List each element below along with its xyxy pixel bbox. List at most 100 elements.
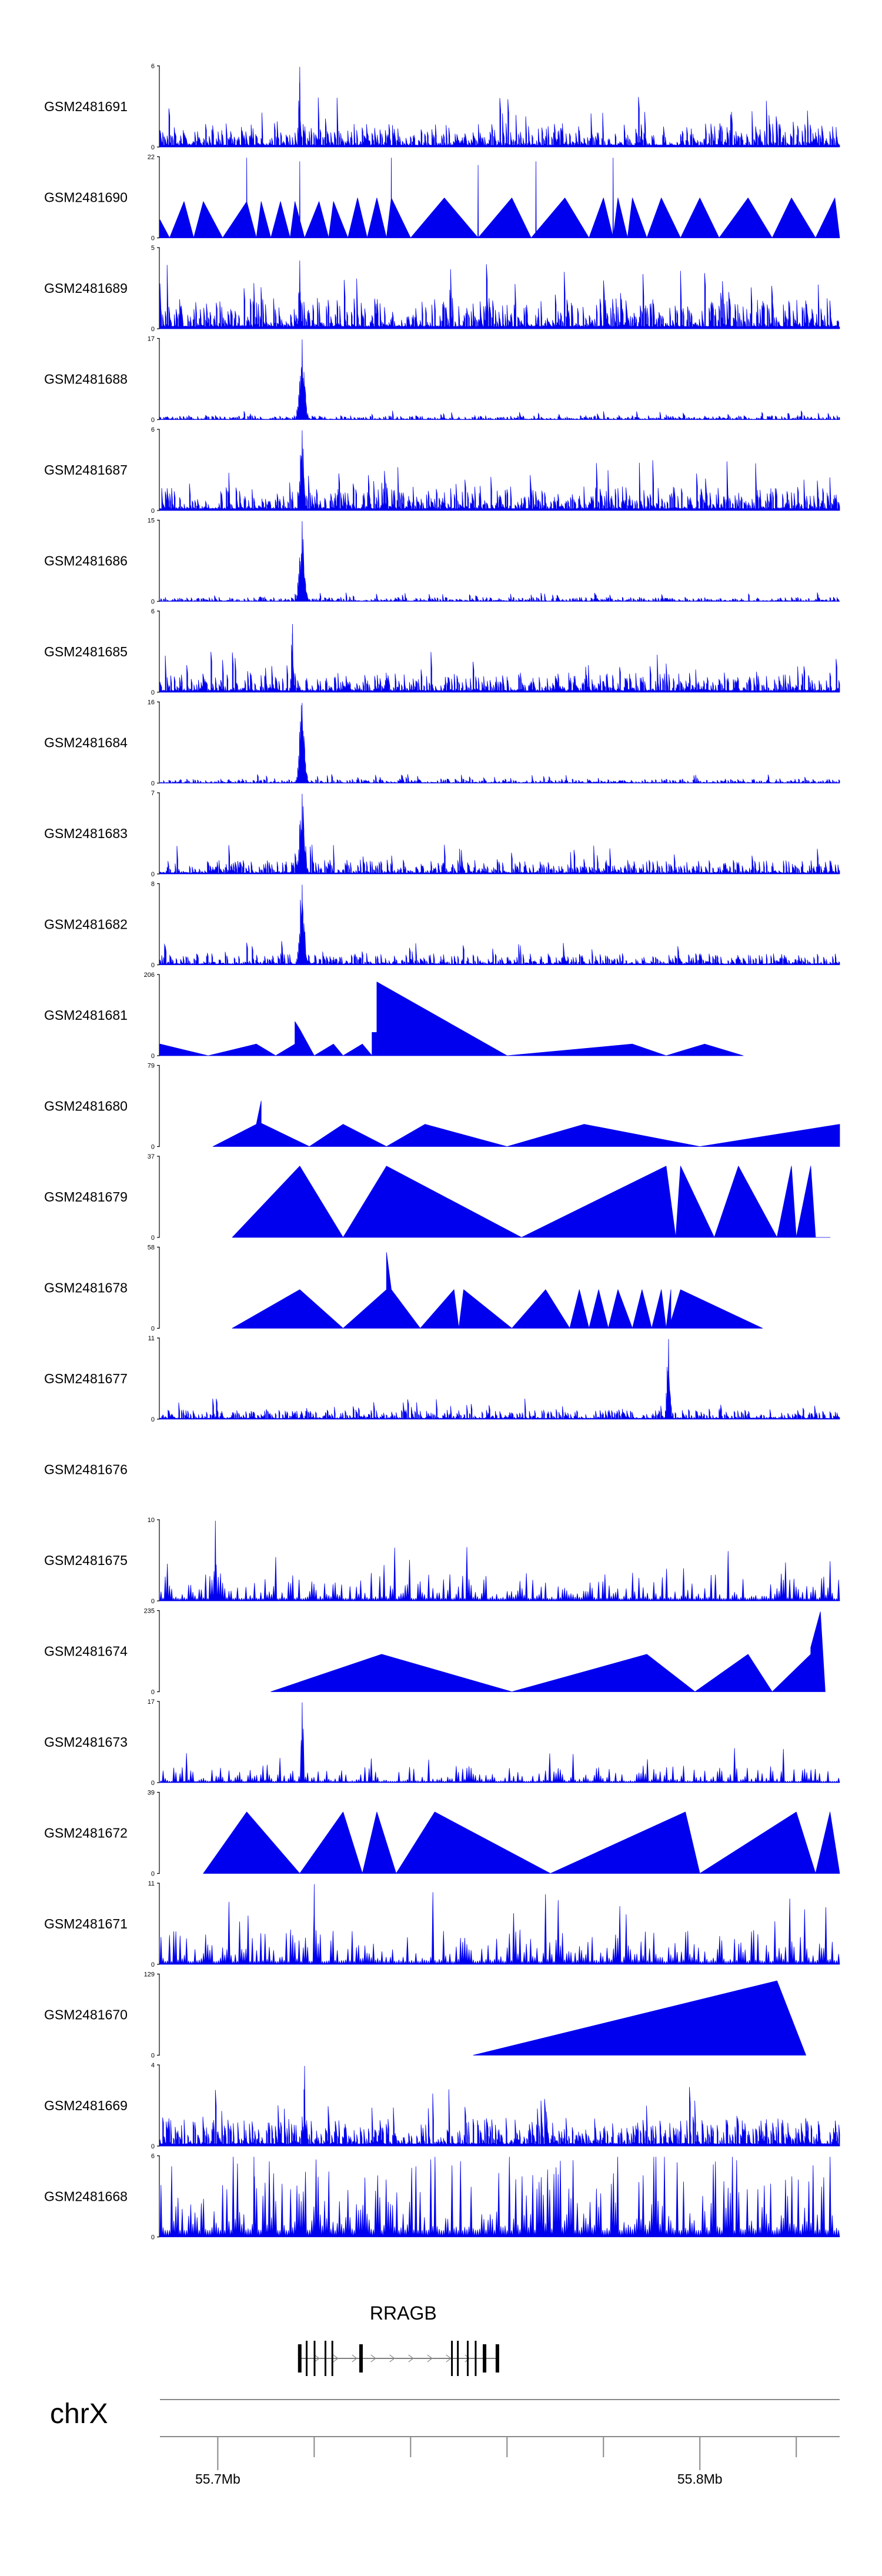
strand-chevron [465, 2354, 470, 2363]
y-max-label: 11 [148, 1880, 155, 1887]
strand-chevron [352, 2354, 358, 2363]
y-zero-label: 0 [151, 417, 155, 424]
y-zero-label: 0 [151, 1416, 155, 1423]
track-GSM2481689: GSM2481689 5 0 [44, 245, 840, 333]
signal-area [159, 66, 840, 148]
y-zero-label: 0 [151, 235, 155, 242]
y-max-label: 6 [151, 63, 155, 70]
track-GSM2481670: GSM2481670 129 0 [44, 1971, 806, 2060]
track-label: GSM2481680 [44, 1099, 128, 1114]
axis-tick-label: 55.7Mb [195, 2471, 240, 2487]
y-max-label: 10 [148, 1517, 155, 1524]
track-label: GSM2481669 [44, 2098, 128, 2113]
track-GSM2481677: GSM2481677 11 0 [44, 1335, 840, 1423]
y-max-label: 79 [148, 1063, 155, 1070]
y-max-label: 22 [148, 154, 155, 161]
gene-name: RRAGB [370, 2303, 437, 2324]
y-max-label: 39 [148, 1790, 155, 1797]
track-GSM2481676: GSM2481676 [44, 1462, 128, 1477]
y-axis [157, 1246, 160, 1329]
y-max-label: 6 [151, 2153, 155, 2160]
y-max-label: 235 [144, 1608, 155, 1615]
signal-area [159, 430, 840, 511]
gene-track: RRAGB [298, 2303, 499, 2376]
track-GSM2481690: GSM2481690 22 0 [44, 154, 840, 242]
strand-chevron [427, 2354, 433, 2363]
y-zero-label: 0 [151, 871, 155, 878]
y-max-label: 6 [151, 426, 155, 433]
track-GSM2481684: GSM2481684 16 0 [44, 699, 840, 788]
track-label: GSM2481689 [44, 281, 128, 296]
y-axis [157, 883, 160, 966]
track-label: GSM2481682 [44, 917, 128, 932]
y-zero-label: 0 [151, 2053, 155, 2060]
track-label: GSM2481672 [44, 1826, 128, 1841]
y-zero-label: 0 [151, 1961, 155, 1968]
signal-area [232, 1166, 830, 1238]
y-zero-label: 0 [151, 599, 155, 606]
track-GSM2481668: GSM2481668 6 0 [44, 2153, 840, 2241]
signal-area [159, 158, 840, 238]
gene-exon [495, 2344, 499, 2373]
track-GSM2481673: GSM2481673 17 0 [44, 1699, 840, 1787]
track-GSM2481672: GSM2481672 39 0 [44, 1790, 840, 1878]
y-zero-label: 0 [151, 1780, 155, 1787]
y-axis [157, 1701, 160, 1783]
y-zero-label: 0 [151, 2234, 155, 2241]
gene-exon [306, 2341, 308, 2376]
y-max-label: 5 [151, 245, 155, 252]
y-zero-label: 0 [151, 1598, 155, 1605]
signal-area [159, 339, 840, 420]
signal-area [159, 793, 840, 875]
signal-area [159, 624, 840, 693]
y-zero-label: 0 [151, 144, 155, 151]
track-label: GSM2481674 [44, 1644, 128, 1659]
track-label: GSM2481673 [44, 1734, 128, 1750]
signal-area [159, 1339, 840, 1420]
strand-chevron [389, 2354, 395, 2363]
y-axis [157, 429, 160, 511]
y-zero-label: 0 [151, 1689, 155, 1696]
signal-area [159, 2157, 840, 2237]
y-zero-label: 0 [151, 1326, 155, 1333]
track-label: GSM2481675 [44, 1553, 128, 1568]
chromosome-label: chrX [50, 2398, 108, 2430]
track-GSM2481671: GSM2481671 11 0 [44, 1880, 840, 1968]
track-GSM2481674: GSM2481674 235 0 [44, 1608, 826, 1696]
y-zero-label: 0 [151, 1871, 155, 1878]
signal-area [212, 1100, 840, 1147]
y-axis [157, 1973, 160, 2056]
track-label: GSM2481688 [44, 372, 128, 387]
genome-axis: chrX 55.7Mb 55.8Mb [50, 2398, 840, 2487]
y-max-label: 17 [148, 1699, 155, 1706]
signal-area [159, 703, 840, 783]
track-label: GSM2481685 [44, 644, 128, 659]
y-axis [157, 1519, 160, 1601]
y-zero-label: 0 [151, 1144, 155, 1151]
y-zero-label: 0 [151, 689, 155, 696]
y-zero-label: 0 [151, 326, 155, 333]
track-GSM2481679: GSM2481679 37 0 [44, 1153, 830, 1242]
y-axis [157, 1791, 160, 1874]
track-GSM2481688: GSM2481688 17 0 [44, 336, 840, 424]
gene-exon [457, 2341, 459, 2376]
track-label: GSM2481671 [44, 1916, 128, 1931]
gene-exon [466, 2341, 469, 2376]
y-max-label: 6 [151, 608, 155, 615]
strand-chevron [408, 2354, 414, 2363]
y-max-label: 8 [151, 881, 155, 888]
signal-area [159, 1884, 840, 1965]
gene-exon [313, 2341, 316, 2376]
y-axis [157, 1883, 160, 1965]
y-zero-label: 0 [151, 962, 155, 969]
y-max-label: 11 [148, 1335, 155, 1342]
gene-exon [324, 2341, 326, 2376]
y-axis [157, 2064, 160, 2147]
track-label: GSM2481684 [44, 735, 128, 750]
y-axis [157, 338, 160, 421]
strand-chevron [314, 2354, 320, 2363]
y-max-label: 129 [144, 1971, 155, 1978]
y-axis [157, 610, 160, 693]
y-axis [157, 2155, 160, 2238]
